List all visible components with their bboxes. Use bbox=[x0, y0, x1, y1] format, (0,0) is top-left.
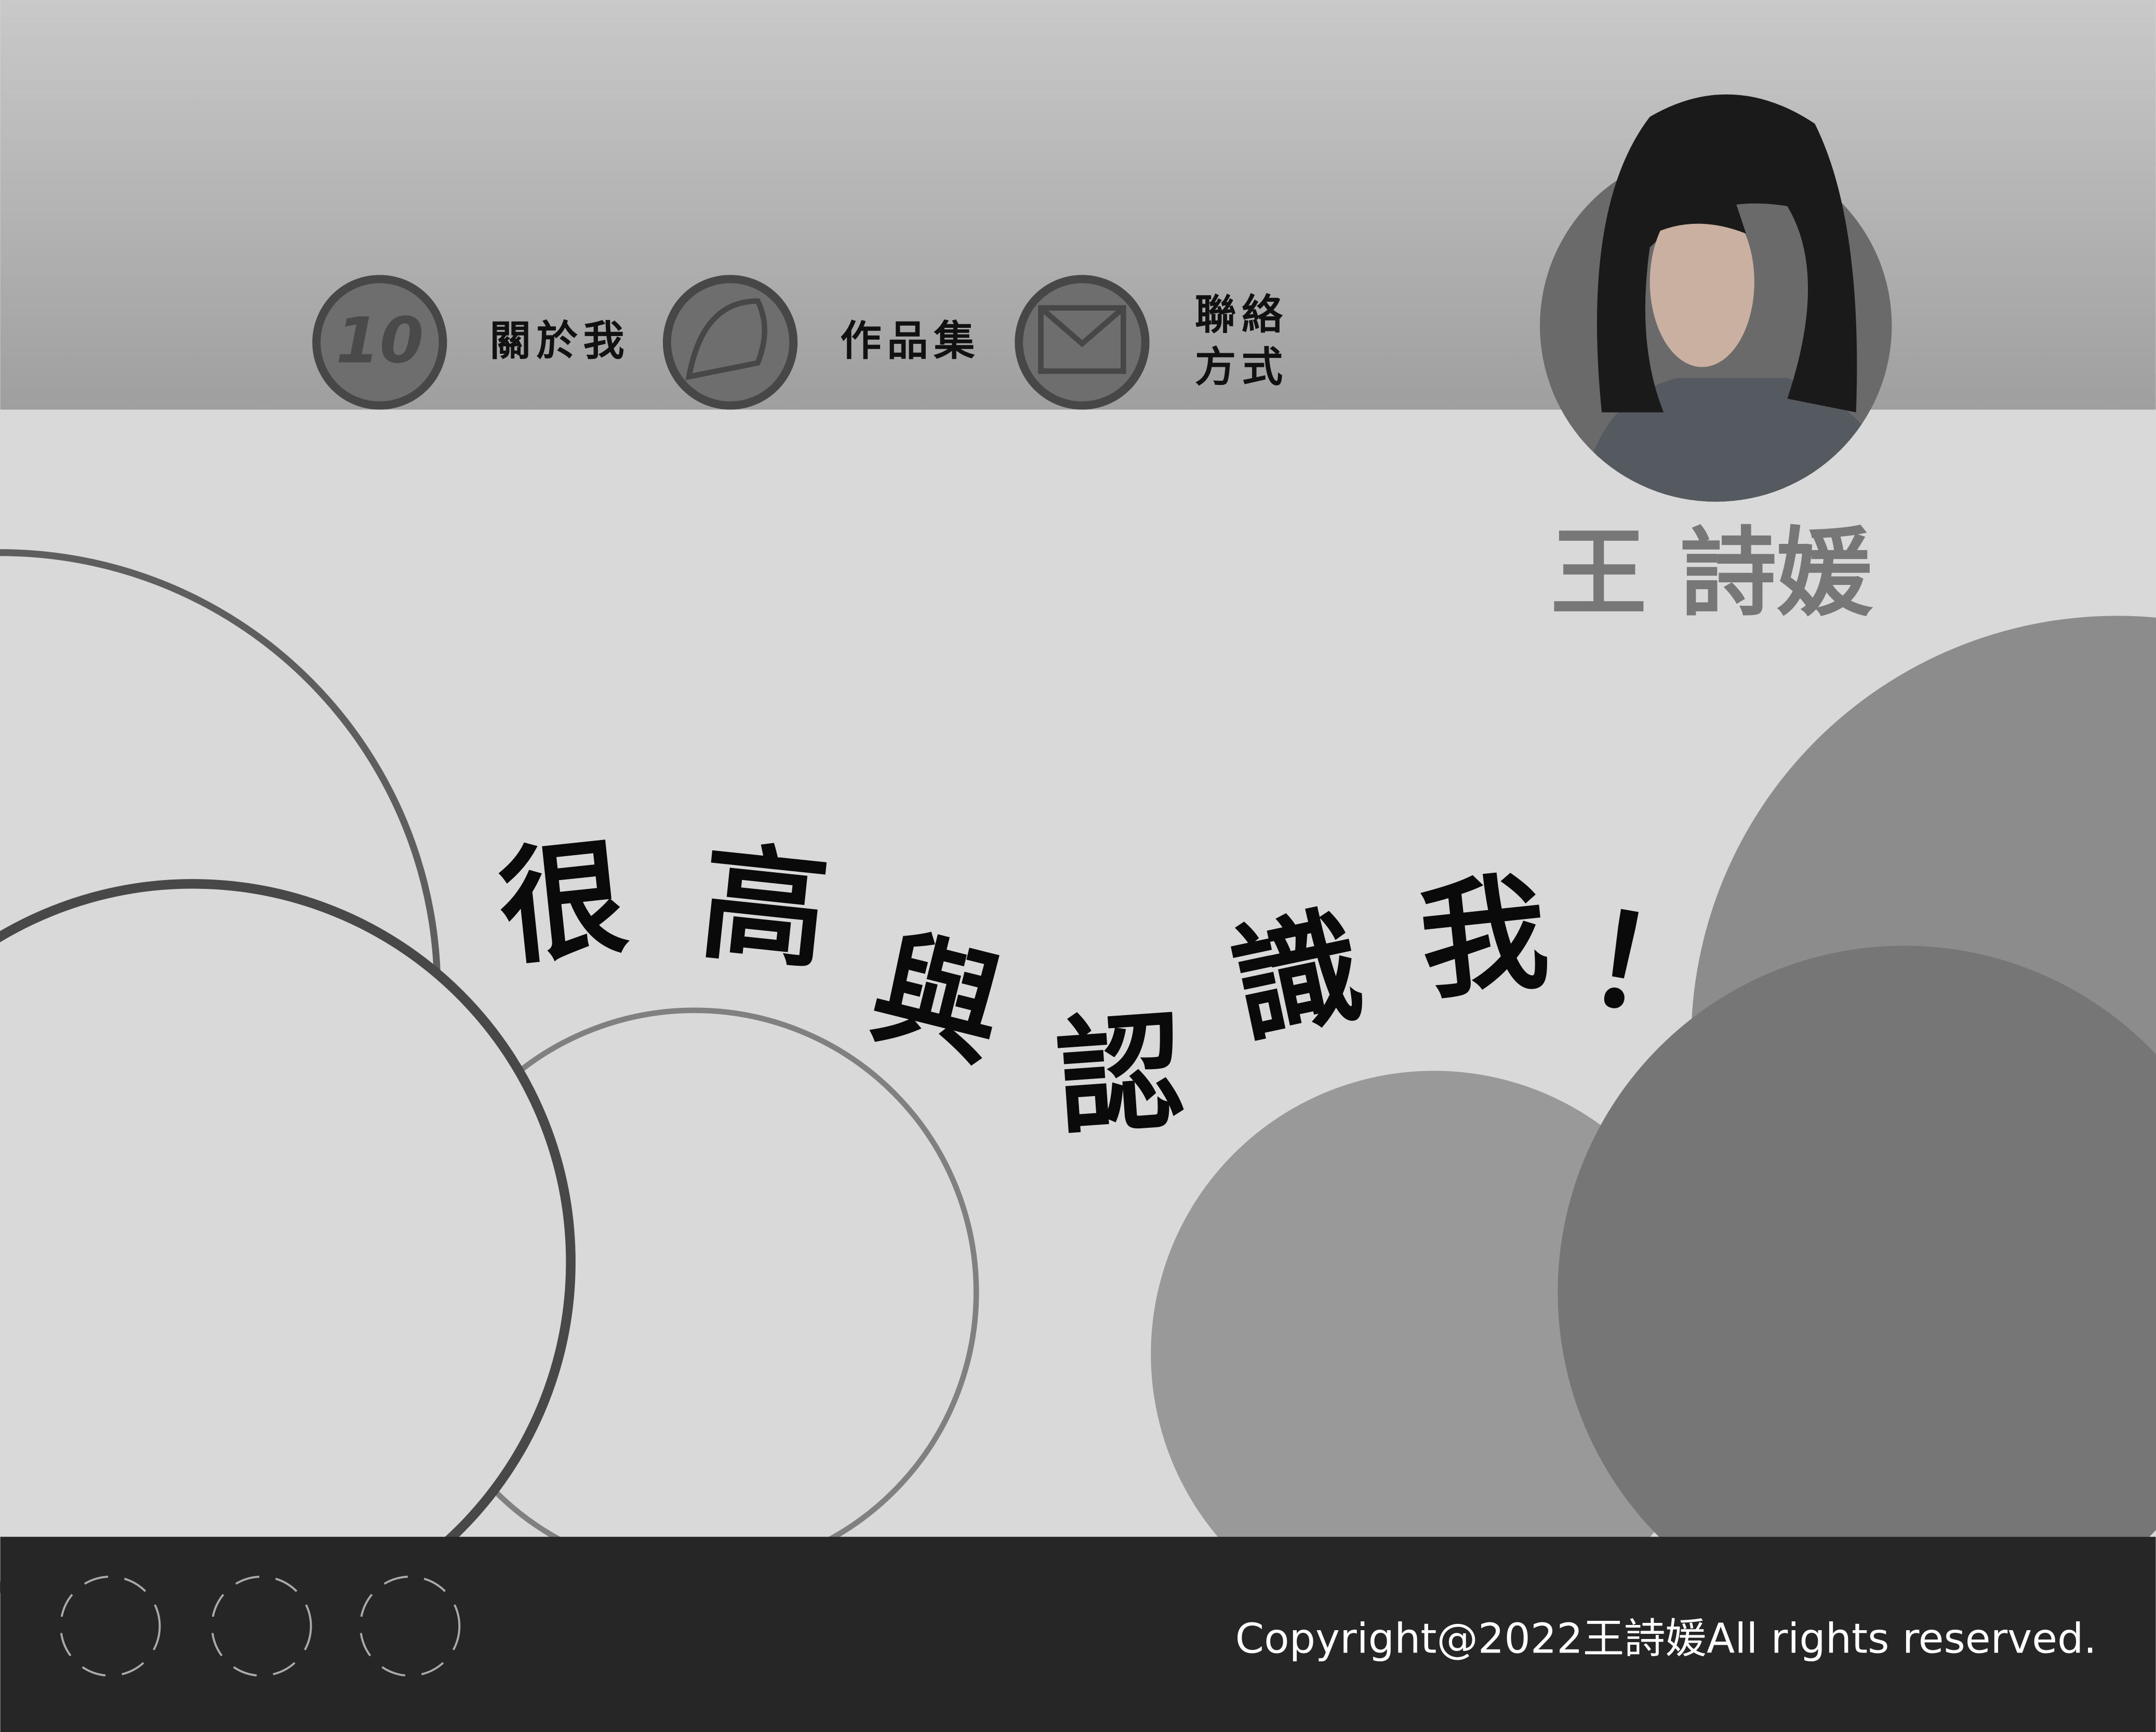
nav-icon[interactable] bbox=[312, 275, 447, 410]
copyright: Copyright@2022王詩媛All rights reserved. bbox=[1235, 1614, 2097, 1662]
nav-icon-text: 10 bbox=[336, 303, 423, 377]
nav-label[interactable]: 作品集 bbox=[840, 316, 980, 365]
filled-circle bbox=[1558, 945, 2156, 1638]
footer bbox=[0, 1537, 2156, 1732]
nav-icon[interactable] bbox=[662, 275, 798, 410]
nav-icon-glyph bbox=[1038, 305, 1126, 374]
headline-char: 我 bbox=[1413, 857, 1554, 1018]
nav-item[interactable]: 10 關於我 bbox=[312, 275, 630, 410]
headline-char: 識 bbox=[1220, 890, 1375, 1061]
profile-name: 王 詩媛 bbox=[1551, 517, 1873, 629]
nav-label[interactable]: 聯絡 bbox=[1195, 290, 1288, 339]
footer-icons[interactable] bbox=[59, 1576, 461, 1677]
headline-char: 很 bbox=[492, 822, 633, 983]
nav-item[interactable]: 作品集 bbox=[662, 275, 980, 410]
nav-label[interactable]: 方式 bbox=[1195, 343, 1288, 391]
nav-label[interactable]: 關於我 bbox=[489, 316, 630, 365]
decor-circles bbox=[0, 549, 2156, 1645]
social-icon[interactable] bbox=[211, 1576, 312, 1677]
nav-icon-glyph bbox=[685, 298, 767, 380]
social-icon[interactable] bbox=[59, 1576, 161, 1677]
social-icon[interactable] bbox=[359, 1576, 461, 1677]
nav-icon-glyph bbox=[1039, 305, 1125, 348]
headline-char: 高 bbox=[694, 827, 835, 988]
headline-char: 認 bbox=[1052, 996, 1188, 1153]
headline-char: ！ bbox=[1577, 884, 1727, 1052]
